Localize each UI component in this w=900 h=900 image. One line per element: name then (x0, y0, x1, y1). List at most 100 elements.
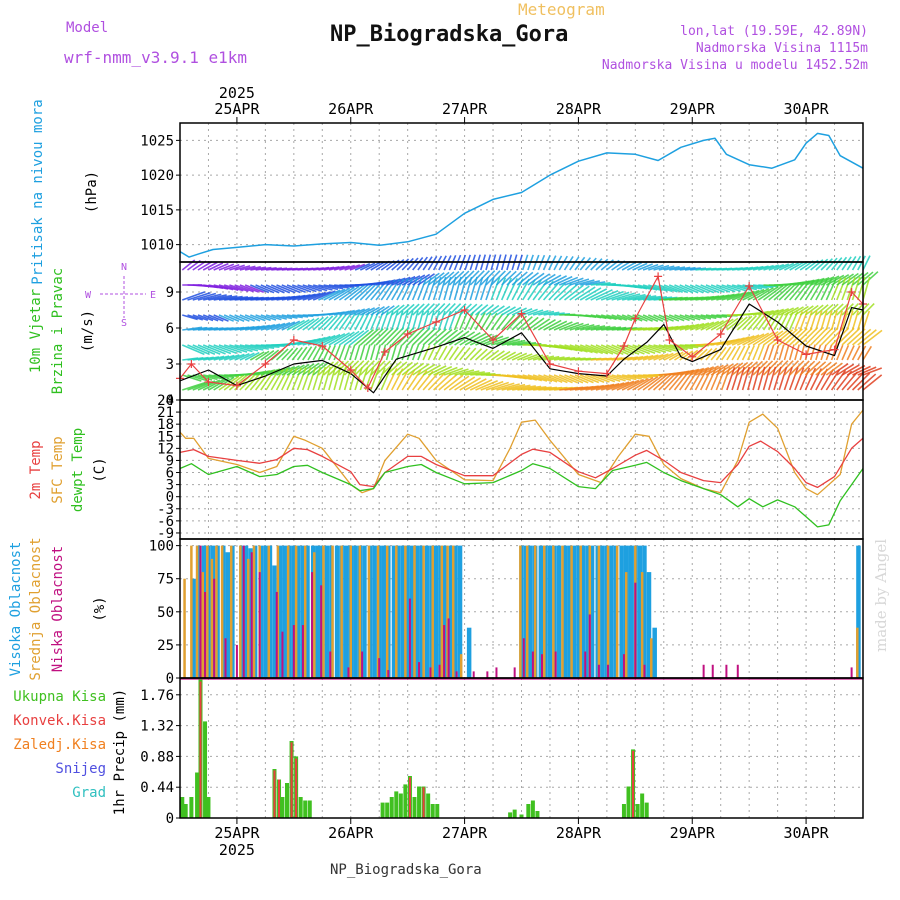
wind-barb (291, 284, 312, 293)
wind-barb (705, 284, 725, 294)
wind-barb (218, 284, 239, 291)
wind-barb (328, 314, 343, 331)
wind-barb (574, 279, 595, 286)
wind-barb (187, 314, 203, 321)
wind-barb (239, 284, 259, 293)
wind-barb (574, 286, 596, 301)
wind-barb (197, 374, 218, 381)
wind-barb (668, 351, 684, 361)
wind-barb (260, 350, 275, 361)
wind-barb (182, 314, 198, 321)
wind-barb (721, 284, 741, 292)
wind-barb (443, 367, 464, 376)
wind-barb (223, 264, 240, 271)
total-precip-bar (280, 797, 285, 818)
wind-barb (851, 310, 859, 331)
wind-barb (820, 303, 834, 316)
low-cloud-bar (418, 662, 421, 678)
wind-barb (851, 372, 871, 391)
wind-barb (558, 374, 579, 384)
wind-barb (432, 255, 443, 271)
wind-barb (564, 277, 584, 286)
wind-barb (684, 284, 704, 294)
wind-barb (663, 314, 680, 322)
wind-barb (862, 302, 875, 316)
wind-barb (417, 344, 425, 361)
wind-barb (689, 284, 709, 294)
total-precip-bar (389, 797, 394, 818)
wind-barb (846, 256, 857, 271)
wind-barb (616, 379, 640, 391)
wind-barb (208, 262, 224, 271)
wind-barb (841, 256, 852, 271)
wind-axis-label: 10m Vjetar (28, 289, 44, 373)
wind-barb (338, 313, 352, 331)
precip-axis-label: 1hr Precip (mm) (112, 689, 128, 815)
wind-barb (846, 371, 865, 391)
wind-barb (658, 265, 675, 271)
wind-barb (249, 351, 265, 361)
wind-barb (741, 366, 751, 391)
wind-barb (595, 374, 616, 383)
wind-barb (464, 332, 487, 346)
wind-barb (715, 318, 734, 331)
wind-barb (496, 305, 511, 316)
wind-barb (642, 375, 663, 391)
wind-barb (349, 366, 358, 391)
wind-gust-marker (363, 384, 372, 392)
wind-barb (559, 322, 579, 331)
wind-barb (517, 385, 542, 391)
wind-barb (182, 381, 206, 391)
wind-barb (197, 293, 222, 301)
wind-barb (794, 367, 805, 391)
wind-barb (747, 265, 764, 271)
wind-barb (852, 271, 869, 286)
wind-barb (742, 361, 759, 376)
low-cloud-bar (301, 625, 304, 678)
wind-barb (511, 352, 528, 361)
wind-barb (694, 348, 708, 361)
wind-gust-marker (432, 318, 441, 326)
wind-barb (333, 331, 355, 346)
wind-barb (469, 379, 493, 391)
model-label: Model (66, 20, 109, 36)
wind-barb (229, 344, 253, 353)
wind-barb (317, 315, 334, 331)
wind-barb (674, 350, 689, 361)
wind-barb (595, 258, 609, 271)
low-cloud-bar (443, 625, 446, 678)
wind-barb (548, 356, 565, 361)
y-tick-label: 6 (166, 321, 174, 337)
mid-cloud-bar (588, 545, 592, 678)
wind-barb (422, 303, 435, 316)
mid-cloud-bar (267, 545, 271, 678)
wind-barb (532, 310, 549, 316)
high-cloud-bar (396, 545, 401, 678)
wind-barb (438, 271, 455, 286)
wind-barb (757, 286, 779, 301)
wind-barb (637, 263, 653, 271)
wind-barb (857, 329, 877, 346)
wind-barb (192, 314, 209, 321)
wind-barb (606, 374, 626, 382)
high-cloud-bar (628, 545, 634, 678)
wind-barb (794, 327, 813, 346)
wind-barb (474, 304, 489, 316)
wind-barb (422, 371, 440, 391)
mid-cloud-bar (404, 545, 407, 678)
wind-barb (663, 284, 683, 293)
wind-barb (270, 284, 291, 294)
wind-barb (322, 345, 332, 361)
wind-barb (469, 276, 478, 301)
y-tick-label: 0 (166, 490, 174, 506)
wind-barb (495, 313, 510, 331)
wind-barb (517, 374, 537, 381)
wind-barb (752, 265, 769, 271)
wind-barb (250, 266, 267, 271)
total-precip-bar (412, 797, 417, 818)
x-tick-label-bottom: 27APR (442, 824, 488, 842)
wind-barb (260, 284, 280, 294)
wind-barb (307, 366, 317, 391)
wind-barb (616, 293, 641, 301)
wind-barb (501, 314, 516, 331)
